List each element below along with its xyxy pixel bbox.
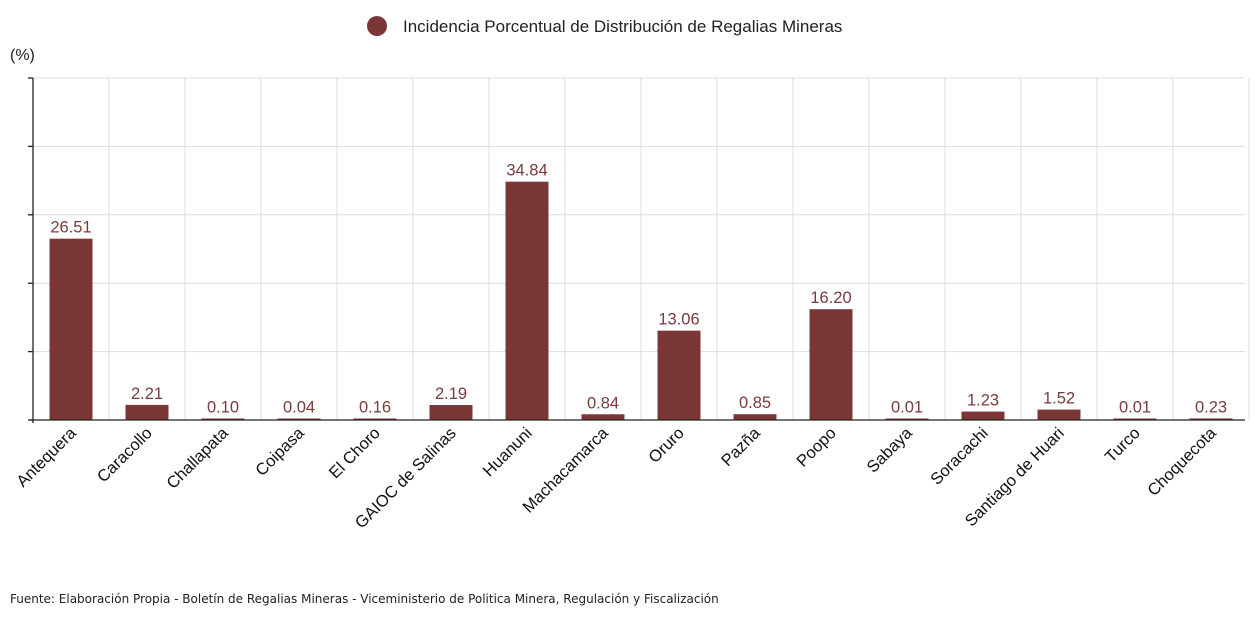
- data-label: 0.04: [283, 399, 315, 417]
- bar: [353, 418, 397, 420]
- bar: [733, 414, 777, 420]
- x-tick-label: Huanuni: [480, 424, 536, 480]
- bar: [657, 330, 701, 420]
- bar: [201, 418, 245, 420]
- x-tick-label: Caracollo: [94, 424, 156, 486]
- x-tick-label: Poopo: [793, 424, 839, 470]
- data-label: 0.84: [587, 394, 619, 412]
- x-tick-label: Turco: [1102, 424, 1144, 466]
- x-tick-label: Challapata: [163, 424, 232, 493]
- data-label: 0.10: [207, 399, 239, 417]
- data-label: 1.23: [967, 392, 999, 410]
- bar: [1189, 418, 1233, 420]
- x-tick-label: Sabaya: [864, 424, 917, 477]
- bar: [125, 404, 169, 420]
- x-tick-label: Choquecota: [1144, 424, 1220, 500]
- chart-legend: Incidencia Porcentual de Distribución de…: [367, 16, 842, 36]
- bar: [809, 309, 853, 420]
- data-label: 0.23: [1195, 398, 1227, 416]
- x-tick-label: Pazña: [718, 424, 764, 470]
- bar: [429, 405, 473, 420]
- data-label: 26.51: [50, 219, 91, 237]
- data-label: 2.21: [131, 385, 163, 403]
- bar: [1037, 409, 1081, 420]
- bar: [885, 418, 929, 420]
- data-label: 0.16: [359, 399, 391, 417]
- x-tick-label: Soracachi: [927, 424, 992, 489]
- data-label: 1.52: [1043, 390, 1075, 408]
- category-labels: Antequera Caracollo Challapata Coipasa El Ch…: [13, 424, 1220, 533]
- bar: [277, 418, 321, 420]
- data-label: 13.06: [658, 311, 699, 329]
- x-tick-label: Antequera: [13, 424, 80, 491]
- y-axis-unit-label: (%): [10, 47, 35, 64]
- x-tick-label: Coipasa: [252, 424, 308, 480]
- legend-label: Incidencia Porcentual de Distribución de…: [403, 17, 842, 36]
- bar: [505, 181, 549, 420]
- legend-marker: [367, 16, 387, 36]
- bar: [1113, 418, 1157, 420]
- data-label: 34.84: [506, 162, 547, 180]
- data-label: 0.01: [1119, 399, 1151, 417]
- axes: [28, 77, 1245, 423]
- bar: [581, 414, 625, 420]
- data-label: 16.20: [810, 289, 851, 307]
- bar: [49, 238, 93, 420]
- bar: [961, 411, 1005, 420]
- bar-chart: Incidencia Porcentual de Distribución de…: [10, 16, 1250, 533]
- gridlines: [33, 77, 1250, 420]
- x-tick-label: El Choro: [326, 424, 384, 482]
- x-tick-label: Oruro: [645, 424, 688, 467]
- data-label: 2.19: [435, 385, 467, 403]
- data-labels: 26.51 2.21 0.10 0.04 0.16 2.19 34.84 0.84 13.06 0…: [50, 162, 1227, 417]
- data-label: 0.85: [739, 394, 771, 412]
- data-label: 0.01: [891, 399, 923, 417]
- bar-group: [49, 181, 1233, 420]
- source-note: Fuente: Elaboración Propia - Boletín de …: [10, 592, 719, 606]
